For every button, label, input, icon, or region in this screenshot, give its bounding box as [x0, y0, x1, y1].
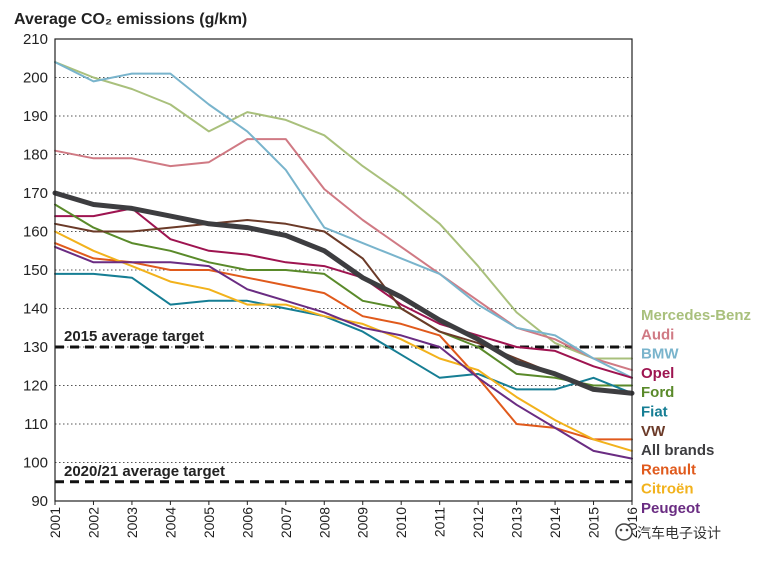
target-lines: 2015 average target 2020/21 average targe… [55, 328, 632, 484]
y-tick-label: 200 [23, 70, 48, 87]
legend-entry: Ford [641, 384, 674, 401]
x-tick-label: 2013 [509, 507, 525, 538]
x-tick-label: 2010 [393, 507, 409, 538]
x-tick-label: 2012 [470, 507, 486, 538]
legend-entry: Mercedes-Benz [641, 307, 751, 324]
x-tick-label: 2008 [316, 507, 332, 538]
series-line [54, 61, 633, 379]
series-line [54, 138, 633, 372]
x-tick-label: 2011 [432, 507, 448, 537]
legend-entry: All brands [641, 442, 714, 459]
legend-entry: BMW [641, 346, 679, 363]
x-tick-label: 2005 [201, 507, 217, 538]
series-line [54, 207, 633, 379]
series-line [54, 242, 633, 441]
y-tick-label: 130 [23, 339, 48, 356]
series-line [54, 61, 633, 360]
y-tick-label: 110 [24, 416, 48, 433]
watermark-text: 汽车电子设计 [637, 525, 721, 542]
x-tick-label: 2009 [355, 507, 371, 538]
x-tick-label: 2003 [124, 507, 140, 538]
x-tick-label: 2002 [85, 507, 101, 538]
y-tick-label: 210 [23, 31, 48, 48]
wechat-icon-eye-left [619, 528, 623, 532]
x-tick-label: 2001 [47, 507, 63, 538]
y-axis-ticks: 90 100 110 120 130 140 150 160 170 180 190 200 210 [23, 31, 48, 510]
y-tick-label: 180 [23, 147, 48, 164]
legend-entry: Peugeot [641, 500, 700, 517]
series-line [54, 272, 633, 395]
y-tick-label: 150 [23, 262, 48, 279]
legend-entry: Fiat [641, 404, 668, 421]
series-line [54, 203, 633, 387]
series-lines [52, 61, 635, 460]
y-tick-label: 100 [23, 455, 48, 472]
x-axis-ticks: 2001 2002 2003 2004 2005 2006 2007 2008 2009 2010… [47, 501, 640, 538]
legend-entry: Audi [641, 326, 674, 343]
legend: Mercedes-Benz Audi BMW Opel Ford Fiat VW All br… [641, 307, 751, 517]
watermark: 汽车电子设计 [615, 523, 721, 542]
y-tick-label: 90 [31, 493, 48, 510]
wechat-icon-eye-right [625, 528, 629, 532]
x-tick-label: 2007 [278, 507, 294, 538]
legend-entry: VW [641, 423, 666, 440]
x-tick-label: 2006 [239, 507, 255, 538]
y-tick-label: 160 [23, 224, 48, 241]
series-line [52, 190, 635, 396]
y-tick-label: 190 [23, 108, 48, 125]
legend-entry: Opel [641, 365, 674, 382]
wechat-icon [615, 523, 633, 541]
plot-frame [54, 38, 633, 502]
x-tick-label: 2014 [547, 507, 563, 538]
y-tick-label: 170 [23, 185, 48, 202]
series-line [54, 245, 633, 460]
y-tick-label: 140 [23, 301, 48, 318]
y-tick-label: 120 [23, 378, 48, 395]
target-label: 2015 average target [64, 328, 204, 345]
legend-entry: Renault [641, 461, 696, 478]
x-tick-label: 2015 [586, 507, 602, 538]
legend-entry: Citroën [641, 481, 694, 498]
target-label: 2020/21 average target [64, 463, 225, 480]
x-tick-label: 2004 [162, 507, 178, 538]
chart-title: Average CO₂ emissions (g/km) [14, 11, 247, 28]
gridlines [55, 77, 632, 463]
